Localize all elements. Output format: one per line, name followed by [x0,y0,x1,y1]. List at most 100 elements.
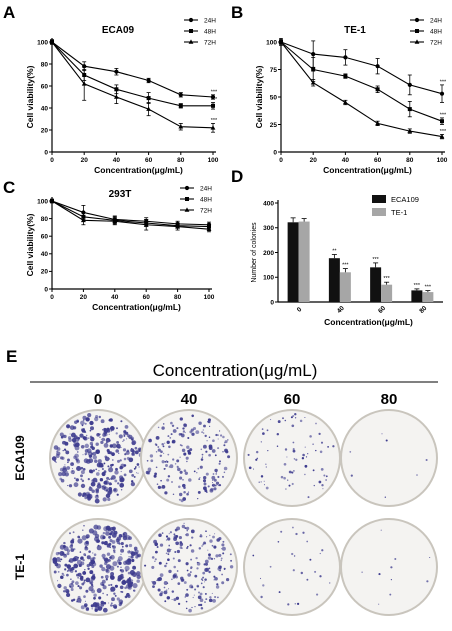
colony [186,530,188,532]
colony [276,432,280,436]
colony [75,581,79,585]
colony [378,573,381,576]
colony [172,493,175,496]
colony [109,418,113,422]
colony [288,470,292,474]
colony [111,475,116,480]
colony [292,569,295,572]
colony [205,598,208,600]
colony [56,450,59,453]
colony [161,532,164,534]
colony [163,581,168,585]
colony [186,547,189,550]
colony [214,454,217,457]
colony [293,555,296,557]
colony [325,479,327,481]
colony [158,561,162,565]
colony [152,585,155,588]
colony [153,539,158,544]
colony [166,478,170,482]
colony [315,449,317,452]
colony [69,545,73,549]
colony [51,456,57,461]
colony [294,417,297,419]
colony [64,464,66,466]
colony [161,460,165,464]
y-tick-label: 100 [266,39,277,46]
colony [301,457,305,460]
colony [117,482,120,485]
colony [208,567,211,570]
colony [217,447,220,450]
colony [222,540,225,543]
colony [184,596,186,598]
colony [153,474,157,478]
colony [161,485,166,489]
colony [187,436,190,440]
colony [100,534,105,540]
colony [64,568,67,571]
series-line-24h [51,200,210,226]
colony [159,573,164,577]
colony [83,436,88,441]
significance-label: *** [211,118,218,124]
colony [198,478,201,481]
colony [108,535,112,539]
colony [60,575,64,580]
colony [88,437,90,439]
colony [200,533,202,536]
data-point-24h [343,55,348,60]
colony [60,478,65,483]
colony [222,552,225,555]
colony [292,414,295,418]
legend-marker [184,185,190,191]
colony [323,474,326,477]
culture-dish-te-1-40 [140,518,238,616]
colony [208,425,211,428]
colony [152,580,157,585]
colony [109,546,111,549]
colony [208,446,213,450]
colony [59,560,61,563]
colony [90,582,92,584]
colony [187,451,192,455]
colony [173,565,176,569]
colony [320,441,324,444]
x-tick-label: 20 [81,157,89,164]
colony [128,434,133,440]
colony [291,482,294,486]
colony [77,451,79,453]
colony [117,556,123,562]
colony [309,558,312,561]
colony [176,427,179,430]
colony [127,592,129,595]
colony [59,544,65,550]
colony [199,603,203,607]
colony [222,451,224,453]
colony [80,483,86,489]
colony [255,458,258,461]
colony [67,461,69,464]
colony [116,493,119,496]
colony [122,535,128,541]
colony [157,577,161,582]
colony [52,559,58,564]
colony [96,483,102,489]
colony [130,481,136,487]
colony [206,440,208,442]
colony [62,574,65,577]
y-tick-label: 100 [37,198,48,205]
colony [87,478,90,481]
colony [58,586,61,589]
colony [100,419,105,424]
colony [171,439,176,444]
row-label-eca109: ECA109 [13,435,27,481]
colony [71,470,74,473]
colony [204,542,207,545]
colony [120,446,122,448]
colony [87,496,91,501]
colony [208,436,211,438]
colony [201,579,204,582]
legend-label: 24H [200,185,212,192]
colony [98,470,100,472]
